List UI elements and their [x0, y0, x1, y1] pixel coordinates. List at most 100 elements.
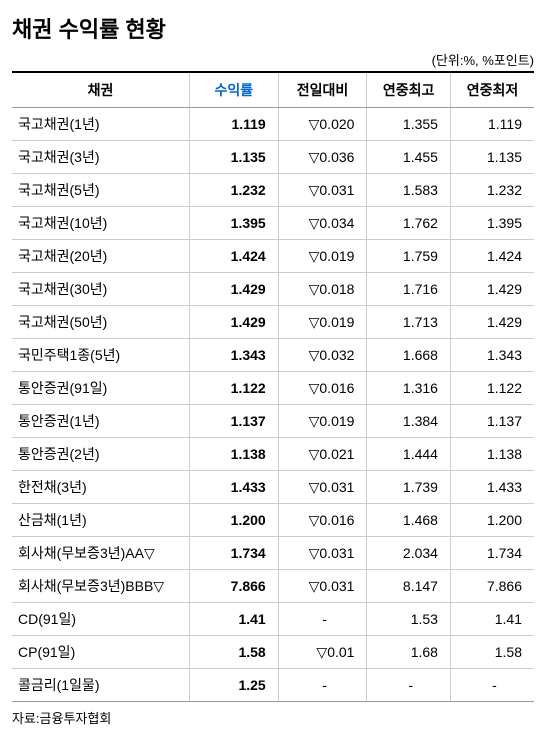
table-row: 통안증권(91일)1.122▽0.0161.3161.122 [12, 372, 534, 405]
yield-cell: 1.58 [189, 636, 278, 669]
low-cell: 1.734 [450, 537, 534, 570]
yield-cell: 1.429 [189, 306, 278, 339]
change-cell: - [278, 603, 367, 636]
high-cell: 1.444 [367, 438, 451, 471]
high-cell: 1.716 [367, 273, 451, 306]
yield-cell: 1.137 [189, 405, 278, 438]
low-cell: 1.119 [450, 108, 534, 141]
bond-name-cell: 국민주택1종(5년) [12, 339, 189, 372]
high-cell: 1.355 [367, 108, 451, 141]
low-cell: 1.433 [450, 471, 534, 504]
high-cell: 1.468 [367, 504, 451, 537]
low-cell: 1.58 [450, 636, 534, 669]
yield-cell: 1.122 [189, 372, 278, 405]
change-cell: ▽0.016 [278, 504, 367, 537]
high-cell: 1.739 [367, 471, 451, 504]
low-cell: 1.122 [450, 372, 534, 405]
high-cell: 1.68 [367, 636, 451, 669]
table-row: 국민주택1종(5년)1.343▽0.0321.6681.343 [12, 339, 534, 372]
bond-name-cell: 국고채권(10년) [12, 207, 189, 240]
yield-cell: 1.343 [189, 339, 278, 372]
low-cell: - [450, 669, 534, 702]
table-row: 국고채권(5년)1.232▽0.0311.5831.232 [12, 174, 534, 207]
change-cell: ▽0.019 [278, 240, 367, 273]
high-cell: 1.583 [367, 174, 451, 207]
yield-cell: 1.433 [189, 471, 278, 504]
yield-cell: 1.41 [189, 603, 278, 636]
low-cell: 1.232 [450, 174, 534, 207]
high-cell: 1.759 [367, 240, 451, 273]
high-cell: 1.713 [367, 306, 451, 339]
bond-yield-table: 채권 수익률 전일대비 연중최고 연중최저 국고채권(1년) 1.119 ▽0.02… [12, 71, 534, 702]
high-cell: - [367, 669, 451, 702]
col-bond: 채권 [12, 72, 189, 108]
bond-name-cell: 국고채권(1년) [12, 108, 189, 141]
table-row: 국고채권(20년)1.424▽0.0191.7591.424 [12, 240, 534, 273]
change-cell: ▽0.031 [278, 174, 367, 207]
table-row: 국고채권(3년)1.135▽0.0361.4551.135 [12, 141, 534, 174]
bond-name-cell: 국고채권(3년) [12, 141, 189, 174]
source-label: 자료:금융투자협회 [12, 708, 534, 727]
low-cell: 1.137 [450, 405, 534, 438]
col-high: 연중최고 [367, 72, 451, 108]
high-cell: 2.034 [367, 537, 451, 570]
bond-name-cell: CD(91일) [12, 603, 189, 636]
high-cell: 1.316 [367, 372, 451, 405]
low-cell: 1.424 [450, 240, 534, 273]
high-cell: 1.762 [367, 207, 451, 240]
bond-name-cell: 국고채권(5년) [12, 174, 189, 207]
col-low: 연중최저 [450, 72, 534, 108]
bond-name-cell: 통안증권(2년) [12, 438, 189, 471]
change-cell: ▽0.016 [278, 372, 367, 405]
yield-cell: 1.429 [189, 273, 278, 306]
bond-name-cell: 회사채(무보증3년)AA▽ [12, 537, 189, 570]
low-cell: 1.135 [450, 141, 534, 174]
yield-cell: 1.135 [189, 141, 278, 174]
unit-label: (단위:%, %포인트) [12, 50, 534, 69]
table-row: 국고채권(30년)1.429▽0.0181.7161.429 [12, 273, 534, 306]
low-cell: 1.429 [450, 306, 534, 339]
change-cell: ▽0.032 [278, 339, 367, 372]
table-row: 국고채권(50년)1.429▽0.0191.7131.429 [12, 306, 534, 339]
change-cell: ▽0.031 [278, 570, 367, 603]
low-cell: 1.41 [450, 603, 534, 636]
table-row: 콜금리(1일물)1.25--- [12, 669, 534, 702]
change-cell: ▽0.01 [278, 636, 367, 669]
yield-cell: 1.424 [189, 240, 278, 273]
table-row: 회사채(무보증3년)AA▽1.734▽0.0312.0341.734 [12, 537, 534, 570]
bond-name-cell: CP(91일) [12, 636, 189, 669]
change-cell: ▽0.021 [278, 438, 367, 471]
bond-name-cell: 통안증권(91일) [12, 372, 189, 405]
high-cell: 1.53 [367, 603, 451, 636]
low-cell: 1.343 [450, 339, 534, 372]
bond-name-cell: 국고채권(50년) [12, 306, 189, 339]
bond-name-cell: 한전채(3년) [12, 471, 189, 504]
page-title: 채권 수익률 현황 [12, 12, 534, 44]
bond-name-cell: 산금채(1년) [12, 504, 189, 537]
change-cell: ▽0.019 [278, 405, 367, 438]
table-row: CP(91일)1.58▽0.011.681.58 [12, 636, 534, 669]
yield-cell: 7.866 [189, 570, 278, 603]
yield-cell: 1.25 [189, 669, 278, 702]
table-row: 통안증권(1년)1.137▽0.0191.3841.137 [12, 405, 534, 438]
low-cell: 1.429 [450, 273, 534, 306]
low-cell: 1.395 [450, 207, 534, 240]
high-cell: 8.147 [367, 570, 451, 603]
yield-cell: 1.395 [189, 207, 278, 240]
table-row: CD(91일)1.41-1.531.41 [12, 603, 534, 636]
table-row: 회사채(무보증3년)BBB▽7.866▽0.0318.1477.866 [12, 570, 534, 603]
change-cell: ▽0.020 [278, 108, 367, 141]
change-cell: ▽0.031 [278, 471, 367, 504]
yield-cell: 1.138 [189, 438, 278, 471]
bond-name-cell: 통안증권(1년) [12, 405, 189, 438]
high-cell: 1.668 [367, 339, 451, 372]
table-header-row: 채권 수익률 전일대비 연중최고 연중최저 [12, 72, 534, 108]
col-change: 전일대비 [278, 72, 367, 108]
low-cell: 1.138 [450, 438, 534, 471]
table-row: 한전채(3년)1.433▽0.0311.7391.433 [12, 471, 534, 504]
change-cell: ▽0.036 [278, 141, 367, 174]
table-row: 산금채(1년)1.200▽0.0161.4681.200 [12, 504, 534, 537]
change-cell: ▽0.034 [278, 207, 367, 240]
change-cell: ▽0.018 [278, 273, 367, 306]
table-row: 국고채권(1년)1.119▽0.0201.3551.119 [12, 108, 534, 141]
